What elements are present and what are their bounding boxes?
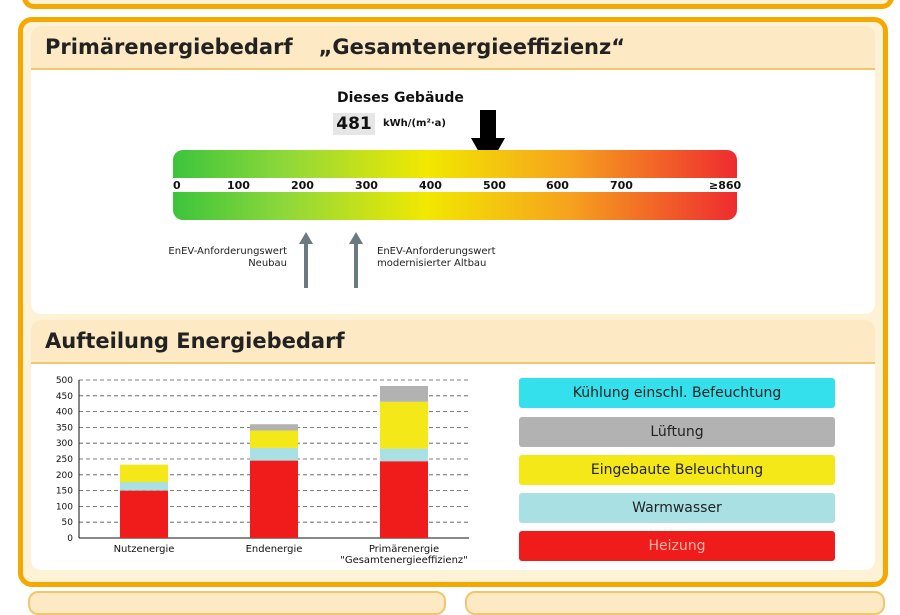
scale-tick-600: 600 xyxy=(546,179,569,192)
scale-tick-200: 200 xyxy=(291,179,314,192)
next-section-left-edge xyxy=(28,591,446,615)
bar-segment xyxy=(120,482,168,491)
legend-heating: Heizung xyxy=(519,531,835,561)
x-tick-label: Endenergie xyxy=(246,544,303,555)
y-tick-label: 350 xyxy=(56,423,73,433)
bar-segment xyxy=(250,424,298,431)
this-building-arrow-icon xyxy=(471,110,505,168)
energy-breakdown-chart: 0 50 100 150 200 250 300 350 400 450 500 Nutzenergi… xyxy=(56,376,469,566)
scale-tick-500: 500 xyxy=(483,179,506,192)
legend-cooling: Kühlung einschl. Befeuchtung xyxy=(519,378,835,408)
y-tick-label: 300 xyxy=(56,439,73,449)
certificate-frame: Primärenergiebedarf „Gesamtenergieeffizi… xyxy=(18,17,888,587)
this-building-value: 481 xyxy=(333,113,375,135)
bar-segment xyxy=(380,448,428,462)
bar-segment xyxy=(250,430,298,448)
bar-segment xyxy=(250,460,298,538)
scale-tick-0: 0 xyxy=(173,179,181,192)
bar-segment xyxy=(380,461,428,538)
primary-energy-header: Primärenergiebedarf „Gesamtenergieeffizi… xyxy=(31,26,875,70)
bar-segment xyxy=(250,447,298,461)
bar-segment xyxy=(380,386,428,402)
bar-segment xyxy=(120,490,168,538)
y-tick-label: 150 xyxy=(56,487,73,497)
bar-segment xyxy=(120,464,168,483)
req-altbau-arrow-icon xyxy=(349,232,363,288)
previous-section-edge xyxy=(22,0,894,9)
y-tick-label: 200 xyxy=(56,471,73,481)
scale-tick-300: 300 xyxy=(355,179,378,192)
primary-energy-panel: Primärenergiebedarf „Gesamtenergieeffizi… xyxy=(31,26,875,314)
bar-segment xyxy=(380,401,428,449)
this-building-label: Dieses Gebäude xyxy=(337,90,464,106)
legend-lighting: Eingebaute Beleuchtung xyxy=(519,455,835,485)
y-tick-label: 0 xyxy=(67,534,73,544)
x-tick-label: "Gesamtenergieeffizienz" xyxy=(340,555,468,566)
req-neubau-label: EnEV-Anforderungswert Neubau xyxy=(168,246,287,269)
scale-tick-700: 700 xyxy=(610,179,633,192)
y-tick-label: 500 xyxy=(56,376,73,386)
y-tick-label: 250 xyxy=(56,455,73,465)
x-tick-label: Nutzenergie xyxy=(114,544,175,555)
total-efficiency-title: „Gesamtenergieeffizienz“ xyxy=(318,35,626,59)
primary-energy-title: Primärenergiebedarf xyxy=(45,35,293,59)
y-tick-label: 450 xyxy=(56,392,73,402)
scale-tick-max: ≥860 xyxy=(709,179,742,192)
scale-tick-band xyxy=(173,178,737,192)
x-tick-label: Primärenergie xyxy=(369,544,439,555)
next-section-right-edge xyxy=(465,591,885,615)
scale-tick-100: 100 xyxy=(227,179,250,192)
y-tick-label: 100 xyxy=(56,502,73,512)
energy-breakdown-title: Aufteilung Energiebedarf xyxy=(45,329,345,353)
y-tick-label: 400 xyxy=(56,408,73,418)
legend-hot-water: Warmwasser xyxy=(519,493,835,523)
req-neubau-arrow-icon xyxy=(299,232,313,288)
this-building-unit: kWh/(m²·a) xyxy=(383,118,446,129)
scale-tick-400: 400 xyxy=(419,179,442,192)
y-tick-label: 50 xyxy=(62,518,74,528)
energy-scale-bar: 0 100 200 300 400 500 600 700 ≥860 xyxy=(173,150,741,220)
energy-breakdown-panel: Aufteilung Energiebedarf 0 50 100 150 200 250… xyxy=(31,320,875,570)
energy-breakdown-header: Aufteilung Energiebedarf xyxy=(31,320,875,364)
req-altbau-label: EnEV-Anforderungswert modernisierter Alt… xyxy=(377,246,496,269)
legend-ventilation: Lüftung xyxy=(519,417,835,447)
